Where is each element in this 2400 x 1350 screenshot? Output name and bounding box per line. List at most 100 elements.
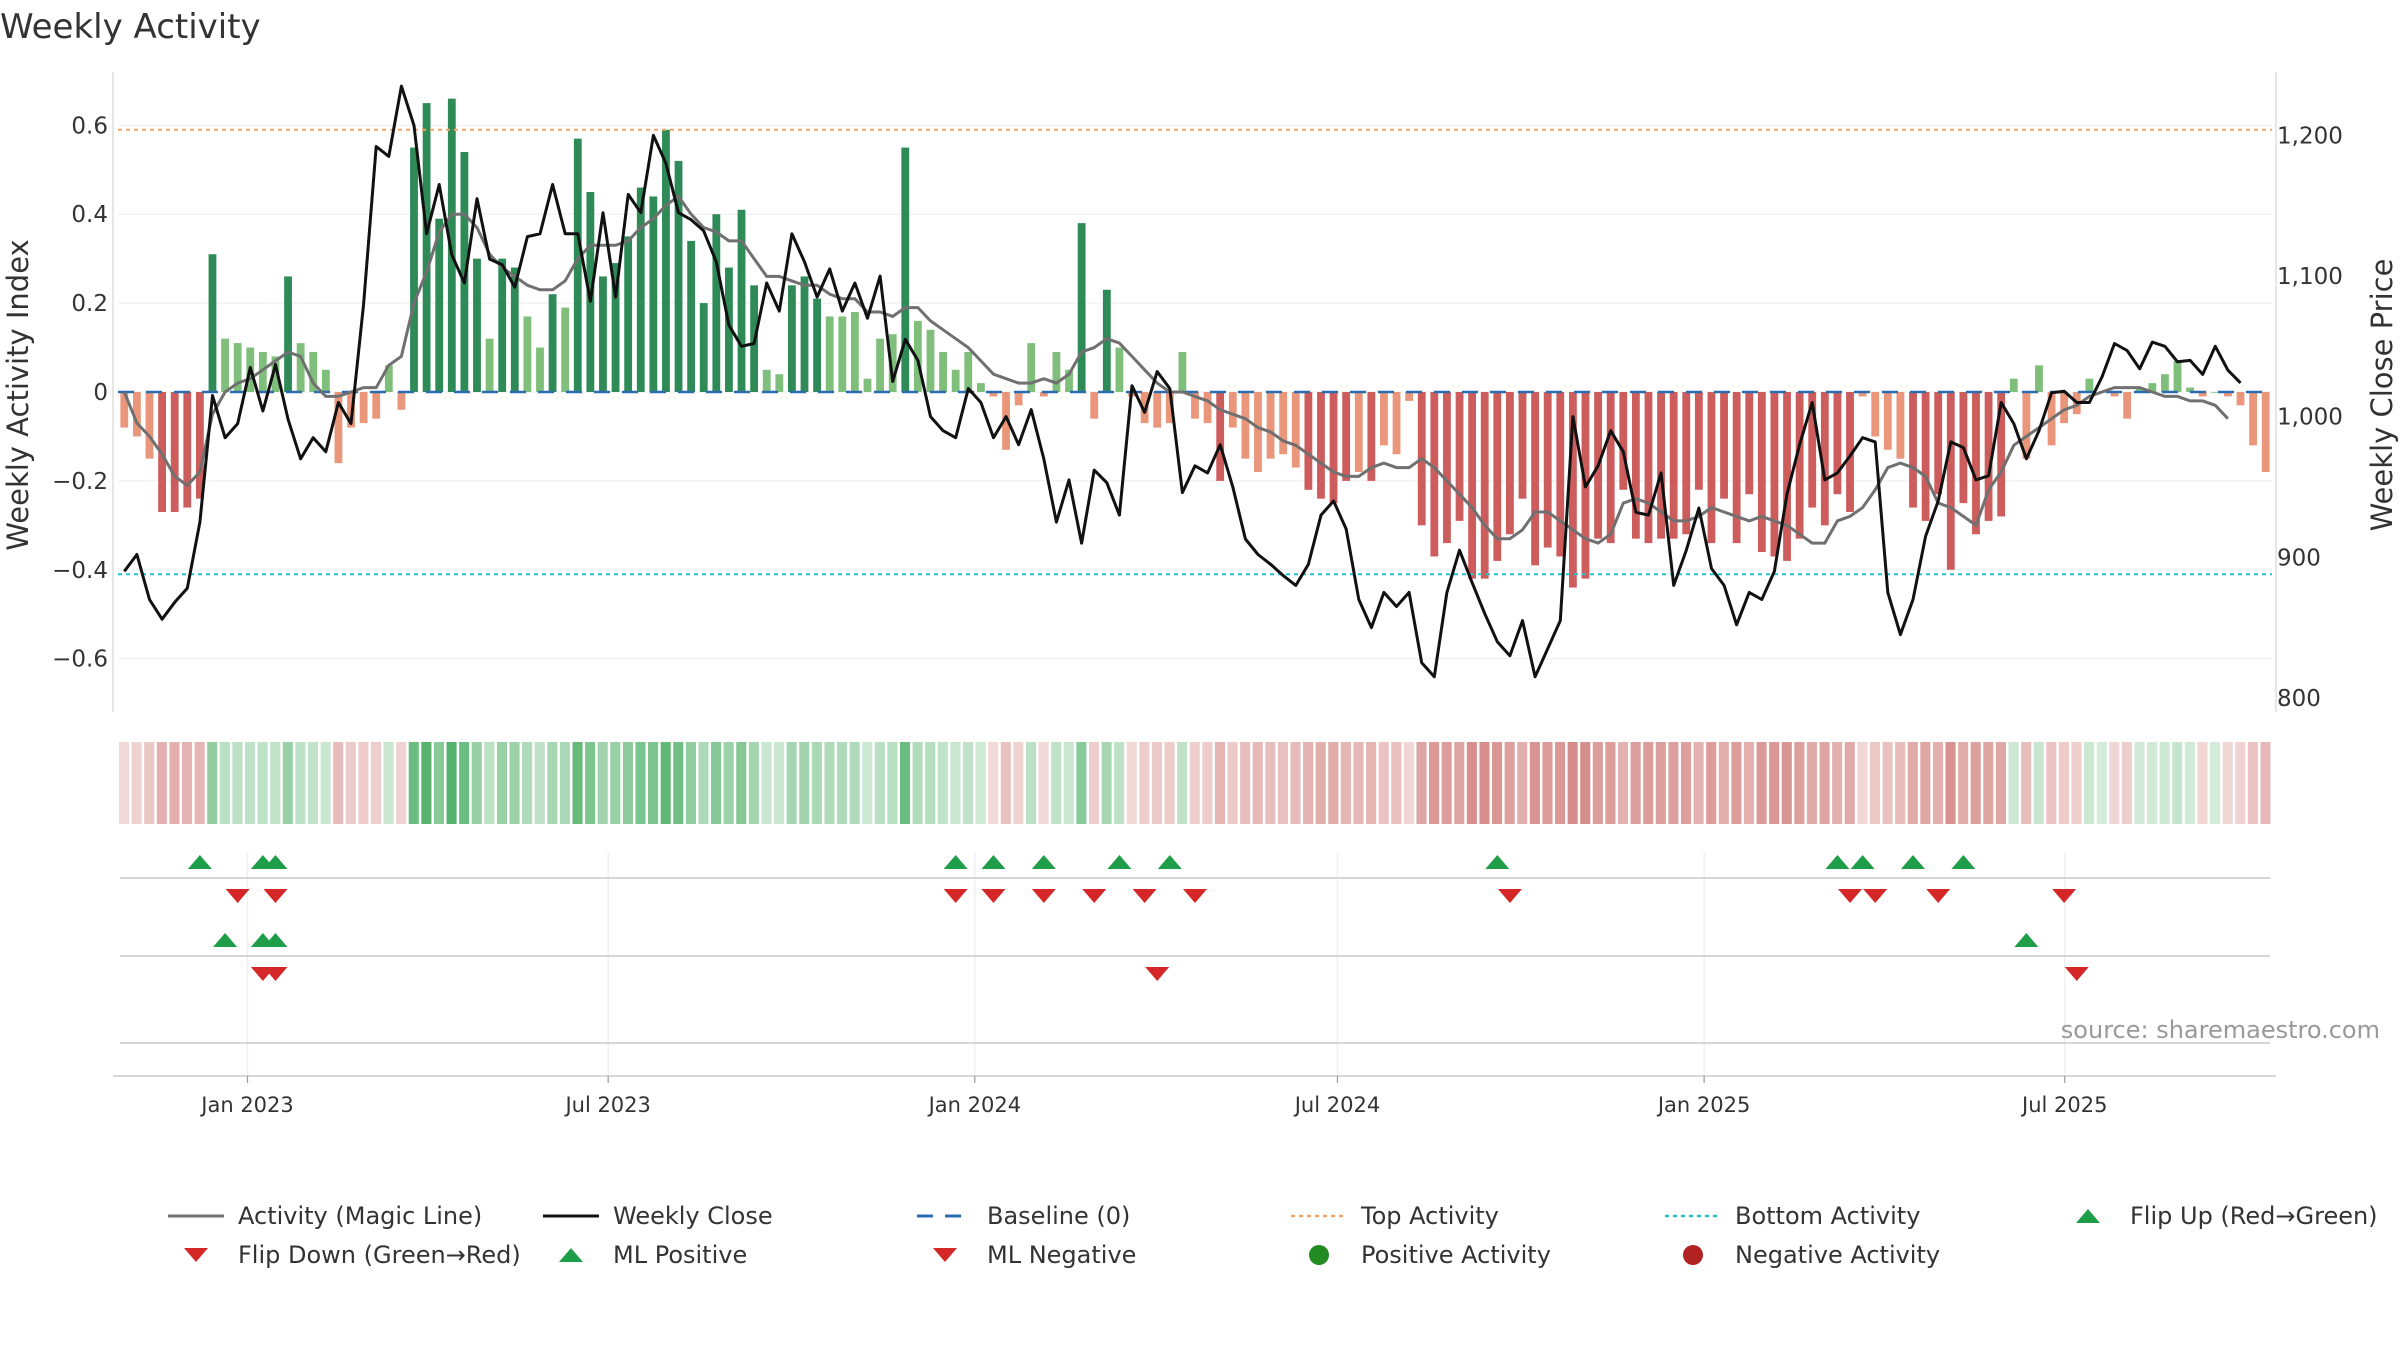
activity-bar bbox=[876, 338, 884, 392]
y-left-tick-label: 0.2 bbox=[71, 291, 108, 317]
strip-cell bbox=[1680, 742, 1692, 824]
strip-cell bbox=[1970, 742, 1981, 824]
flip-up-marker bbox=[1951, 855, 1976, 869]
strip-cell bbox=[1781, 742, 1792, 824]
activity-bar bbox=[599, 276, 607, 392]
strip-cell bbox=[2172, 742, 2183, 824]
strip-cell bbox=[912, 742, 923, 824]
activity-bar bbox=[1846, 392, 1854, 512]
flip-down-marker bbox=[263, 889, 288, 903]
y-axis-right-title: Weekly Close Price bbox=[2365, 259, 2399, 532]
strip-cell bbox=[1945, 742, 1956, 824]
activity-bar bbox=[498, 258, 507, 392]
activity-bar bbox=[2236, 392, 2245, 406]
strip-cell bbox=[1252, 742, 1263, 824]
activity-bar bbox=[2224, 392, 2232, 397]
activity-bar bbox=[800, 276, 809, 392]
flip-down-marker bbox=[2052, 889, 2077, 903]
activity-bar bbox=[1783, 392, 1791, 561]
activity-bar bbox=[1216, 392, 1225, 481]
activity-bar bbox=[1380, 392, 1388, 446]
chart-title: Weekly Activity bbox=[0, 7, 261, 47]
strip-cell bbox=[345, 742, 356, 824]
strip-cell bbox=[2134, 742, 2145, 824]
strip-cell bbox=[736, 742, 747, 824]
strip-cell bbox=[1441, 742, 1452, 824]
strip-cell bbox=[2147, 742, 2158, 824]
activity-bar bbox=[1518, 392, 1527, 499]
activity-bar bbox=[1833, 392, 1842, 495]
legend: Activity (Magic Line) Weekly Close Baselin… bbox=[168, 1202, 2378, 1269]
strip-cell bbox=[1617, 742, 1629, 824]
activity-bar bbox=[2198, 392, 2207, 397]
y-left-tick-label: 0.6 bbox=[71, 113, 108, 139]
legend-label: Activity (Magic Line) bbox=[238, 1202, 482, 1230]
strip-cell bbox=[937, 742, 948, 824]
strip-cell bbox=[585, 742, 596, 824]
strip-cell bbox=[748, 742, 759, 824]
legend-item-mlneg: ML Negative bbox=[933, 1241, 1136, 1269]
activity-bar bbox=[989, 392, 998, 397]
activity-bar bbox=[359, 392, 368, 424]
strip-cell bbox=[1214, 742, 1225, 824]
strip-cell bbox=[156, 742, 167, 824]
activity-strip bbox=[119, 742, 2271, 824]
strip-cell bbox=[1995, 742, 2006, 824]
legend-item-posact: Positive Activity bbox=[1309, 1241, 1551, 1269]
legend-item-close: Weekly Close bbox=[543, 1202, 773, 1230]
legend-item-top: Top Activity bbox=[1291, 1202, 1499, 1230]
flip-up-marker bbox=[187, 855, 212, 869]
strip-cell bbox=[471, 742, 482, 824]
strip-cell bbox=[559, 742, 570, 824]
strip-cell bbox=[2021, 742, 2032, 824]
activity-bar bbox=[435, 218, 444, 392]
strip-cell bbox=[1794, 742, 1805, 824]
activity-bar bbox=[1682, 392, 1691, 535]
activity-bar bbox=[1946, 392, 1955, 570]
flip-down-marker bbox=[1082, 889, 1107, 903]
strip-cell bbox=[1655, 742, 1666, 824]
strip-cell bbox=[2197, 742, 2208, 824]
reference-lines bbox=[118, 128, 2272, 576]
legend-label: Positive Activity bbox=[1361, 1241, 1551, 1269]
legend-label: ML Positive bbox=[613, 1241, 747, 1269]
activity-bar bbox=[2186, 387, 2195, 392]
flip-down-marker bbox=[1863, 889, 1888, 903]
strip-cell bbox=[1958, 742, 1969, 824]
legend-item-magic: Activity (Magic Line) bbox=[168, 1202, 482, 1230]
strip-cell bbox=[761, 742, 772, 824]
activity-bar bbox=[233, 343, 242, 392]
flip-up-marker bbox=[1485, 855, 1510, 869]
strip-cell bbox=[547, 742, 558, 824]
activity-bar bbox=[573, 138, 582, 392]
activity-bar bbox=[1052, 352, 1061, 392]
activity-bar bbox=[1707, 392, 1716, 544]
y-axis-left-title: Weekly Activity Index bbox=[1, 239, 35, 550]
activity-bar bbox=[624, 236, 633, 392]
strip-cell bbox=[534, 742, 545, 824]
legend-swatch-negative-dot bbox=[1683, 1245, 1703, 1265]
activity-bar bbox=[221, 338, 229, 392]
legend-swatch-up-triangle bbox=[559, 1248, 583, 1262]
y-right-tick-label: 1,200 bbox=[2277, 123, 2343, 149]
strip-cell bbox=[1555, 742, 1566, 824]
legend-label: Baseline (0) bbox=[987, 1202, 1130, 1230]
strip-cell bbox=[433, 742, 445, 824]
strip-cell bbox=[295, 742, 306, 824]
strip-cell bbox=[975, 742, 986, 824]
strip-cell bbox=[1857, 742, 1868, 824]
activity-bar bbox=[888, 334, 897, 392]
strip-cell bbox=[119, 742, 130, 824]
ml-up-marker bbox=[263, 933, 288, 947]
strip-cell bbox=[1580, 742, 1591, 824]
y-left-tick-label: 0.4 bbox=[71, 202, 108, 228]
activity-bar bbox=[1455, 392, 1464, 521]
strip-cell bbox=[899, 742, 911, 824]
legend-label: Bottom Activity bbox=[1735, 1202, 1920, 1230]
activity-bar bbox=[384, 365, 393, 392]
strip-cell bbox=[1114, 742, 1125, 824]
strip-cell bbox=[244, 742, 256, 824]
strip-cell bbox=[1731, 742, 1742, 824]
flip-down-marker bbox=[1183, 889, 1207, 903]
activity-bar bbox=[2148, 383, 2157, 392]
